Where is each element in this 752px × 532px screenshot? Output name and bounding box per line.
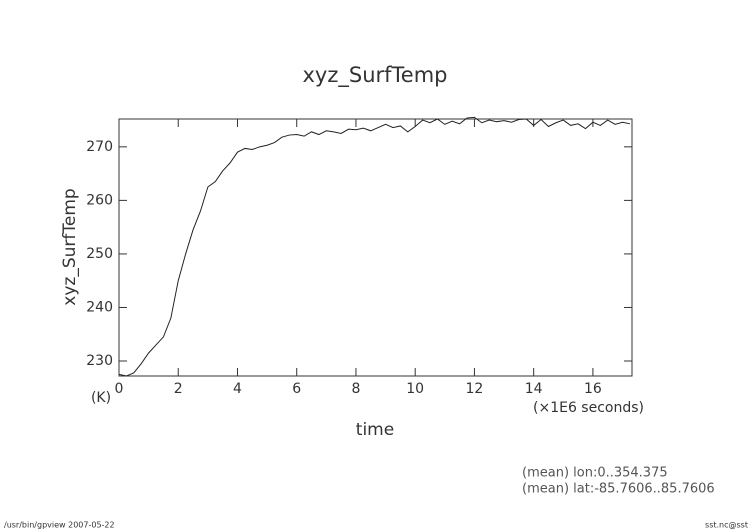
y-tick-label: 250: [86, 246, 113, 262]
x-tick-label: 4: [233, 381, 242, 397]
chart-title: xyz_SurfTemp: [302, 63, 447, 88]
annotation: (mean) lat:-85.7606..85.7606: [522, 482, 715, 497]
y-unit: (K): [91, 390, 111, 406]
x-tick-label: 14: [525, 381, 543, 397]
y-tick-label: 230: [86, 353, 113, 369]
y-tick-label: 270: [86, 139, 113, 155]
x-tick-label: 8: [351, 381, 360, 397]
x-axis-label: time: [356, 420, 394, 440]
y-tick-label: 260: [86, 192, 113, 208]
footer-right: sst.nc@sst: [705, 521, 748, 530]
plot-frame: [118, 118, 633, 377]
x-unit: (×1E6 seconds): [533, 400, 644, 416]
x-tick-label: 0: [115, 381, 124, 397]
x-tick-label: 16: [584, 381, 602, 397]
x-tick-label: 2: [174, 381, 183, 397]
data-line: [118, 116, 631, 377]
annotation: (mean) lon:0..354.375: [522, 466, 668, 481]
x-tick-label: 10: [406, 381, 424, 397]
y-tick-label: 240: [86, 299, 113, 315]
footer-left: /usr/bin/gpview 2007-05-22: [4, 521, 115, 530]
x-tick-label: 12: [466, 381, 484, 397]
x-tick-label: 6: [292, 381, 301, 397]
y-axis-label: xyz_SurfTemp: [60, 188, 80, 305]
